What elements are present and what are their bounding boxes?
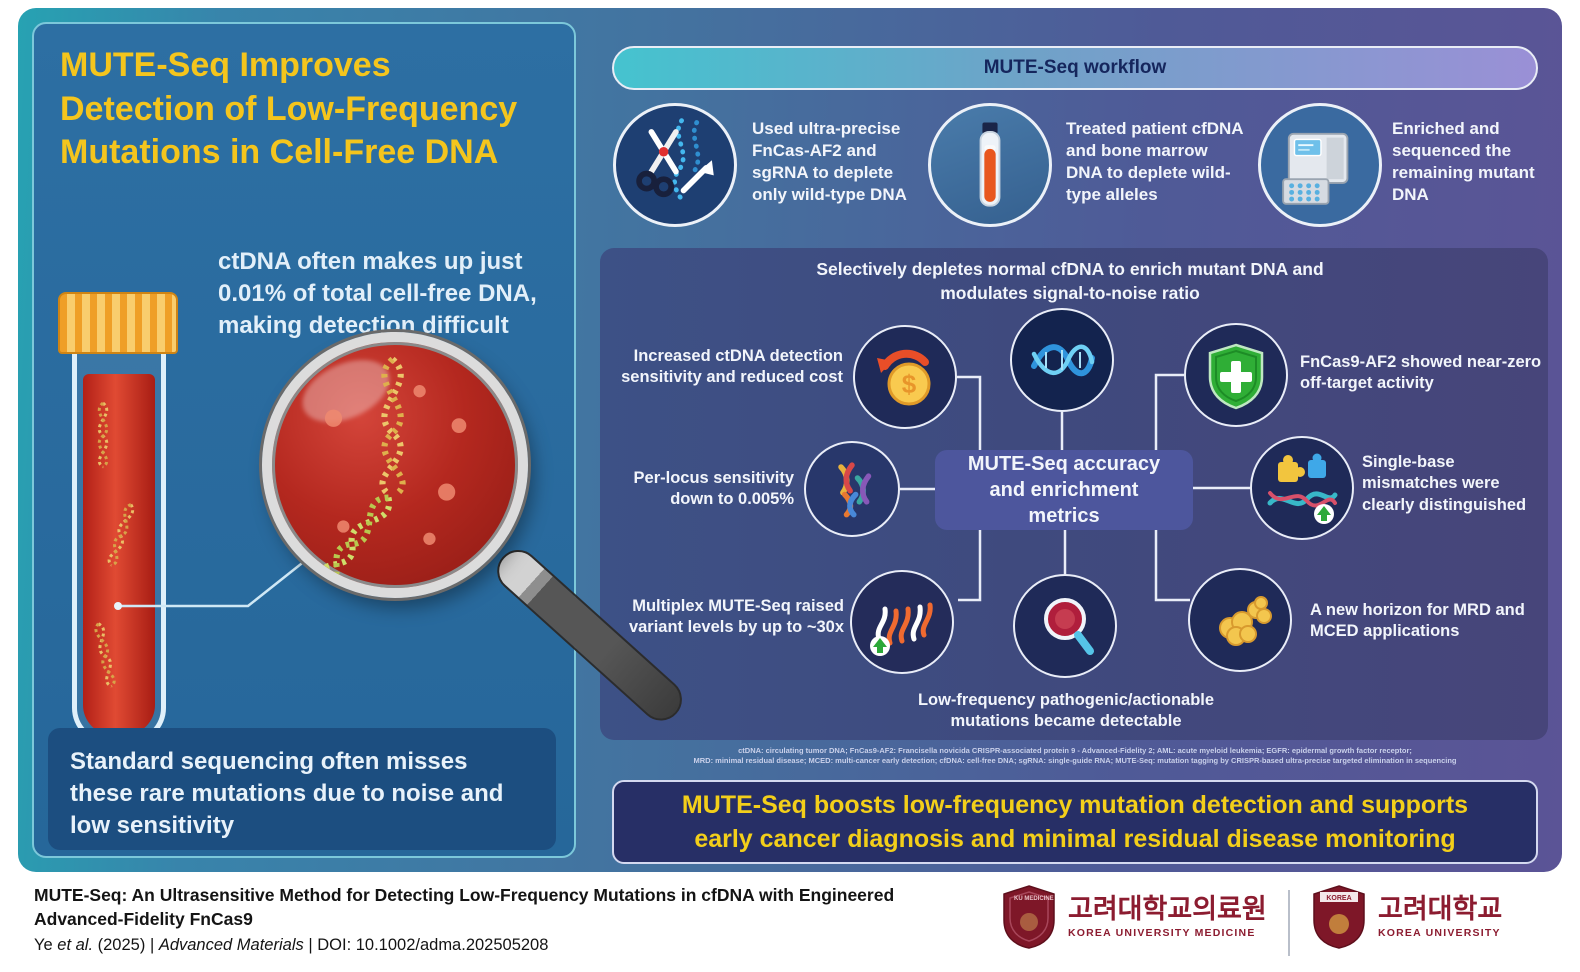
korea-university-korean-name: 고려대학교 — [1378, 893, 1503, 924]
dna-helix-icon — [1031, 344, 1095, 377]
citation-etal: et al. — [57, 936, 94, 954]
dna-strand-icon — [107, 503, 135, 567]
sequencer-icon — [1282, 132, 1349, 205]
conclusion-banner: MUTE-Seq boosts low-frequency mutation d… — [612, 780, 1538, 864]
ku-medicine-crest-icon: KU MEDICINE — [1003, 885, 1055, 949]
citation-doi: DOI: 10.1002/adma.202505208 — [317, 936, 549, 954]
satellite-perlocus-label: Per-locus sensitivity down to 0.005% — [633, 469, 794, 509]
svg-text:KU MEDICINE: KU MEDICINE — [1014, 896, 1054, 902]
blood-tube-illustration — [72, 352, 166, 744]
workflow-step-3-text: Enriched and sequenced the remaining mut… — [1392, 119, 1535, 205]
korea-university-english-name: KOREA UNIVERSITY — [1378, 927, 1501, 940]
svg-text:KOREA: KOREA — [1326, 895, 1351, 902]
coin-arrow-icon: $ — [877, 349, 931, 406]
intro-text: ctDNA often makes up just 0.01% of total… — [218, 248, 537, 339]
blood-tube-cap — [58, 292, 178, 354]
satellite-mrd-label: A new horizon for MRD and MCED applicati… — [1310, 601, 1525, 641]
satellite-mrd-circle — [1188, 568, 1292, 672]
workflow-step-3-circle — [1258, 103, 1382, 227]
blood-fill — [83, 374, 155, 735]
abbreviations-line-1: ctDNA: circulating tumor DNA; FnCas9-AF2… — [738, 746, 1412, 755]
dna-strand-icon — [97, 401, 109, 469]
metrics-caption: Selectively depletes normal cfDNA to enr… — [816, 259, 1324, 303]
svg-text:$: $ — [902, 369, 917, 399]
hub-connector-lines — [900, 373, 1250, 602]
left-note-box: Standard sequencing often misses these r… — [48, 728, 556, 850]
satellite-cost-label: Increased ctDNA detection sensitivity an… — [621, 347, 843, 387]
blood-tube-icon — [979, 122, 1001, 207]
korea-university-medicine-logo: KU MEDICINE 고려대학교의료원 KOREA UNIVERSITY ME… — [1002, 884, 1267, 950]
logo-divider — [1288, 890, 1290, 956]
korea-university-logo: KOREA 고려대학교 KOREA UNIVERSITY — [1312, 884, 1502, 950]
satellite-perlocus-circle — [804, 441, 900, 537]
satellite-singlebase-label: Single-base mismatches were clearly dist… — [1362, 453, 1527, 514]
ku-medicine-korean-name: 고려대학교의료원 — [1068, 893, 1267, 924]
puzzle-dna-icon — [1267, 453, 1338, 524]
abbreviations-fine-print: ctDNA: circulating tumor DNA; FnCas9-AF2… — [620, 746, 1530, 766]
hub-label-box: MUTE-Seq accuracy and enrichment metrics — [935, 450, 1193, 530]
multiplex-dna-icon — [870, 602, 933, 656]
scissors-dna-icon — [636, 118, 714, 205]
satellite-lowfreq-circle — [1013, 574, 1117, 678]
chromosome-icon — [838, 462, 872, 518]
satellite-cost-circle: $ — [853, 325, 957, 429]
citation-journal: Advanced Materials — [158, 936, 304, 954]
magnified-dna-icon — [320, 356, 467, 582]
dna-strand-icon — [94, 622, 116, 688]
satellite-lowfreq-label: Low-frequency pathogenic/actionable muta… — [917, 691, 1215, 731]
satellite-multiplex-circle — [850, 570, 954, 674]
satellite-offtarget-label: FnCas9-AF2 showed near-zero off-target a… — [1300, 353, 1542, 393]
magnifier-icon — [1044, 598, 1094, 655]
citation-separator: | — [149, 936, 155, 954]
satellite-offtarget-circle — [1184, 323, 1288, 427]
satellite-multiplex-label: Multiplex MUTE-Seq raised variant levels… — [628, 597, 844, 637]
korea-university-crest-icon: KOREA — [1313, 885, 1365, 949]
citation-year: (2025) — [97, 936, 146, 954]
cell-cluster-icon — [1219, 596, 1272, 646]
main-title: MUTE-Seq Improves Detection of Low-Frequ… — [60, 46, 518, 172]
shield-plus-icon — [1208, 343, 1264, 410]
citation-title: MUTE-Seq: An Ultrasensitive Method for D… — [34, 885, 895, 929]
ku-medicine-english-name: KOREA UNIVERSITY MEDICINE — [1068, 927, 1256, 940]
satellite-singlebase-circle — [1250, 436, 1354, 540]
workflow-header-banner: MUTE-Seq workflow — [612, 46, 1538, 90]
workflow-step-2-text: Treated patient cfDNA and bone marrow DN… — [1066, 119, 1243, 205]
citation-line: Ye et al. (2025) | Advanced Materials | … — [34, 936, 548, 955]
abbreviations-line-2: MRD: minimal residual disease; MCED: mul… — [693, 755, 1457, 765]
citation-authors: Ye — [34, 936, 53, 954]
workflow-step-2-circle — [928, 103, 1052, 227]
workflow-step-1-circle — [613, 103, 737, 227]
workflow-step-1-text: Used ultra-precise FnCas-AF2 and sgRNA t… — [752, 119, 907, 205]
citation-separator: | — [308, 936, 313, 954]
magnifier-lens — [262, 332, 528, 598]
satellite-dna-circle — [1010, 308, 1114, 412]
